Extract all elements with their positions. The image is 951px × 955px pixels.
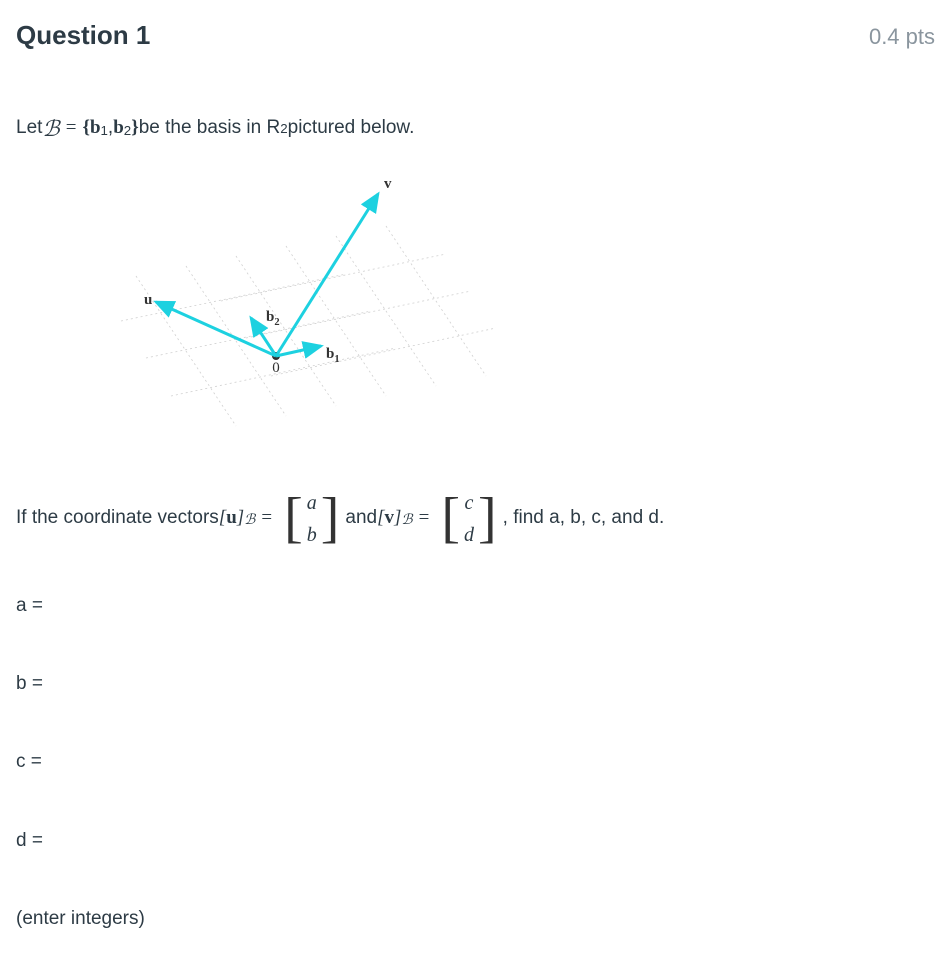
coord-find: , find a, b, c, and d. [503, 503, 665, 533]
v-bracket-r: ] [394, 503, 401, 533]
figure-area: 0b1b2uv [76, 176, 935, 446]
intro-pictured: pictured below. [288, 113, 415, 143]
v-sub: ℬ [401, 509, 412, 532]
coord-line: If the coordinate vectors [u]ℬ = [ a b ]… [16, 487, 935, 551]
intro-let: Let [16, 113, 42, 143]
b1: b [90, 113, 101, 143]
answer-d: d = [16, 826, 935, 856]
bracket-left: [ [441, 496, 460, 541]
v-bracket-l: [ [377, 503, 384, 533]
coord-if: If the coordinate vectors [16, 503, 219, 533]
b2: b [113, 113, 124, 143]
v-sym: v [385, 503, 395, 533]
bracket-left: [ [284, 496, 303, 541]
question-title: Question 1 [16, 20, 150, 51]
eq2: = [419, 503, 430, 533]
answer-a: a = [16, 591, 935, 621]
b1-sub: 1 [101, 120, 108, 141]
u-bracket-l: [ [219, 503, 226, 533]
basis-figure: 0b1b2uv [76, 176, 496, 436]
intro-after: be the basis in R [139, 113, 281, 143]
bracket-right: ] [321, 496, 340, 541]
u-bracket-r: ] [237, 503, 244, 533]
brace-close: } [131, 113, 139, 143]
matrix-cd: [ c d ] [441, 487, 496, 551]
mat1-bot: b [307, 519, 317, 551]
bracket-right: ] [478, 496, 497, 541]
sup2: 2 [280, 118, 287, 139]
matrix-ab: [ a b ] [284, 487, 339, 551]
answer-c: c = [16, 747, 935, 777]
intro-equals: = [66, 113, 77, 143]
mat2-bot: d [464, 519, 474, 551]
b2-sub: 2 [124, 120, 131, 141]
u-sub: ℬ [244, 509, 255, 532]
svg-text:u: u [144, 292, 152, 308]
note: (enter integers) [16, 904, 935, 934]
basis-symbol: ℬ [42, 111, 59, 146]
coord-and: and [345, 503, 377, 533]
intro-line: Let ℬ = { b1 , b2 } be the basis in R2 p… [16, 111, 935, 146]
brace-open: { [82, 113, 90, 143]
svg-text:0: 0 [272, 360, 280, 376]
question-body: Let ℬ = { b1 , b2 } be the basis in R2 p… [16, 111, 935, 935]
answer-b: b = [16, 669, 935, 699]
svg-text:b2: b2 [266, 309, 280, 328]
u-sym: u [226, 503, 237, 533]
question-header: Question 1 0.4 pts [16, 20, 935, 51]
question-points: 0.4 pts [869, 24, 935, 50]
eq1: = [261, 503, 272, 533]
svg-text:v: v [384, 176, 392, 192]
mat2-top: c [465, 487, 474, 519]
mat1-top: a [307, 487, 317, 519]
